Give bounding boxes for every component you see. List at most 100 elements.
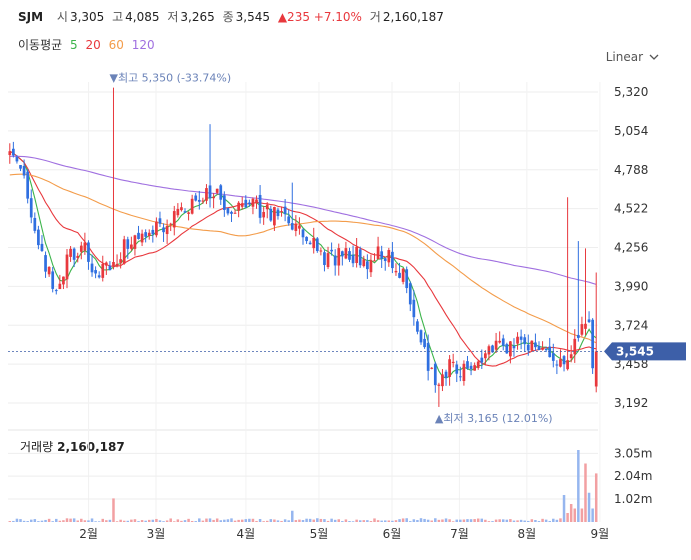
- candle-body: [233, 212, 237, 214]
- scale-selector[interactable]: Linear: [606, 50, 659, 64]
- y-tick-label: 3,458: [614, 357, 648, 371]
- volume-bar: [501, 519, 505, 522]
- candle-body: [519, 336, 523, 340]
- volume-bar: [94, 521, 97, 522]
- candle-body: [280, 211, 283, 213]
- candle: [172, 205, 176, 236]
- volume-bar: [594, 473, 598, 522]
- candle-body: [476, 361, 480, 368]
- ma-legend-label: 이동평균: [18, 38, 63, 52]
- ma-legend-120[interactable]: 120: [131, 38, 155, 52]
- ma-legend-5[interactable]: 5: [70, 38, 78, 52]
- volume-bar: [466, 519, 469, 522]
- candle-body: [312, 237, 316, 249]
- volume-bar: [530, 519, 534, 522]
- volume-bar: [362, 520, 366, 522]
- candle: [226, 207, 230, 216]
- volume-bar: [151, 519, 155, 522]
- candle: [587, 311, 591, 324]
- candle-body: [491, 345, 494, 353]
- volume-bar: [101, 518, 105, 522]
- candle-body: [222, 195, 226, 210]
- candle-body: [348, 251, 351, 260]
- candle: [383, 257, 387, 271]
- candle: [44, 251, 47, 278]
- candle-body: [541, 347, 544, 350]
- candle-body: [19, 165, 22, 169]
- y-tick-label: 4,522: [614, 202, 648, 216]
- volume-bar: [326, 520, 330, 522]
- candle: [408, 281, 412, 312]
- volume-bar: [405, 518, 408, 522]
- candle: [330, 242, 333, 256]
- ma-legend-60[interactable]: 60: [108, 38, 124, 52]
- candle-body: [523, 337, 527, 345]
- volume-bar: [312, 519, 315, 522]
- candle: [26, 169, 30, 204]
- candle: [255, 195, 258, 209]
- candle: [155, 217, 158, 238]
- volume-bar: [97, 521, 101, 522]
- x-tick-label: 2월: [79, 527, 98, 541]
- candle: [126, 236, 130, 259]
- volume-bar: [509, 519, 512, 522]
- volume-bar: [133, 519, 137, 522]
- volume-bar: [584, 463, 587, 522]
- volume-bar: [33, 519, 37, 522]
- candle: [208, 124, 212, 208]
- volume-bar: [269, 519, 273, 522]
- candle: [458, 366, 462, 382]
- candle: [362, 255, 366, 268]
- volume-bar: [29, 519, 33, 522]
- volume-bar: [165, 520, 169, 522]
- candle: [594, 272, 598, 393]
- candle: [487, 344, 491, 361]
- candle-body: [162, 227, 165, 233]
- volume-panel-title: 거래량 2,160,187: [20, 438, 125, 455]
- candle: [423, 332, 426, 349]
- candle: [394, 263, 398, 276]
- candle-body: [430, 367, 434, 369]
- candle-body: [37, 229, 40, 246]
- candle: [319, 247, 323, 256]
- candle: [437, 382, 441, 407]
- volume-bar: [348, 521, 351, 522]
- volume-bar: [376, 520, 380, 522]
- candle-body: [72, 248, 76, 260]
- candle: [559, 349, 562, 368]
- ma-legend-20[interactable]: 20: [85, 38, 101, 52]
- volume-bar: [401, 518, 405, 522]
- candle-body: [373, 260, 376, 262]
- candle: [62, 276, 65, 290]
- candle-body: [47, 266, 51, 275]
- candle: [573, 329, 577, 363]
- candle-body: [26, 171, 30, 199]
- candle: [40, 235, 44, 252]
- candle-body: [176, 208, 180, 216]
- volume-bar: [455, 519, 459, 522]
- volume-bar: [301, 520, 305, 522]
- volume-bar: [230, 518, 233, 522]
- candle: [562, 355, 566, 372]
- candle-body: [69, 248, 72, 257]
- candle-body: [376, 246, 380, 260]
- candle: [516, 332, 519, 350]
- y-tick-label: 3,990: [614, 279, 648, 293]
- volume-bar: [240, 519, 244, 522]
- volume-bar: [487, 521, 491, 522]
- candle: [551, 343, 555, 368]
- candles: [8, 87, 598, 407]
- candle: [569, 345, 573, 363]
- volume-bar: [330, 518, 333, 522]
- candle-body: [58, 283, 62, 290]
- candle: [419, 329, 423, 345]
- volume-bar: [273, 519, 276, 522]
- volume-bar: [412, 519, 416, 522]
- volume-bar: [87, 520, 90, 522]
- volume-bar: [83, 520, 87, 522]
- volume-bar: [37, 521, 40, 522]
- candle-body: [441, 374, 444, 387]
- candle-body: [369, 260, 373, 273]
- candle: [90, 254, 94, 277]
